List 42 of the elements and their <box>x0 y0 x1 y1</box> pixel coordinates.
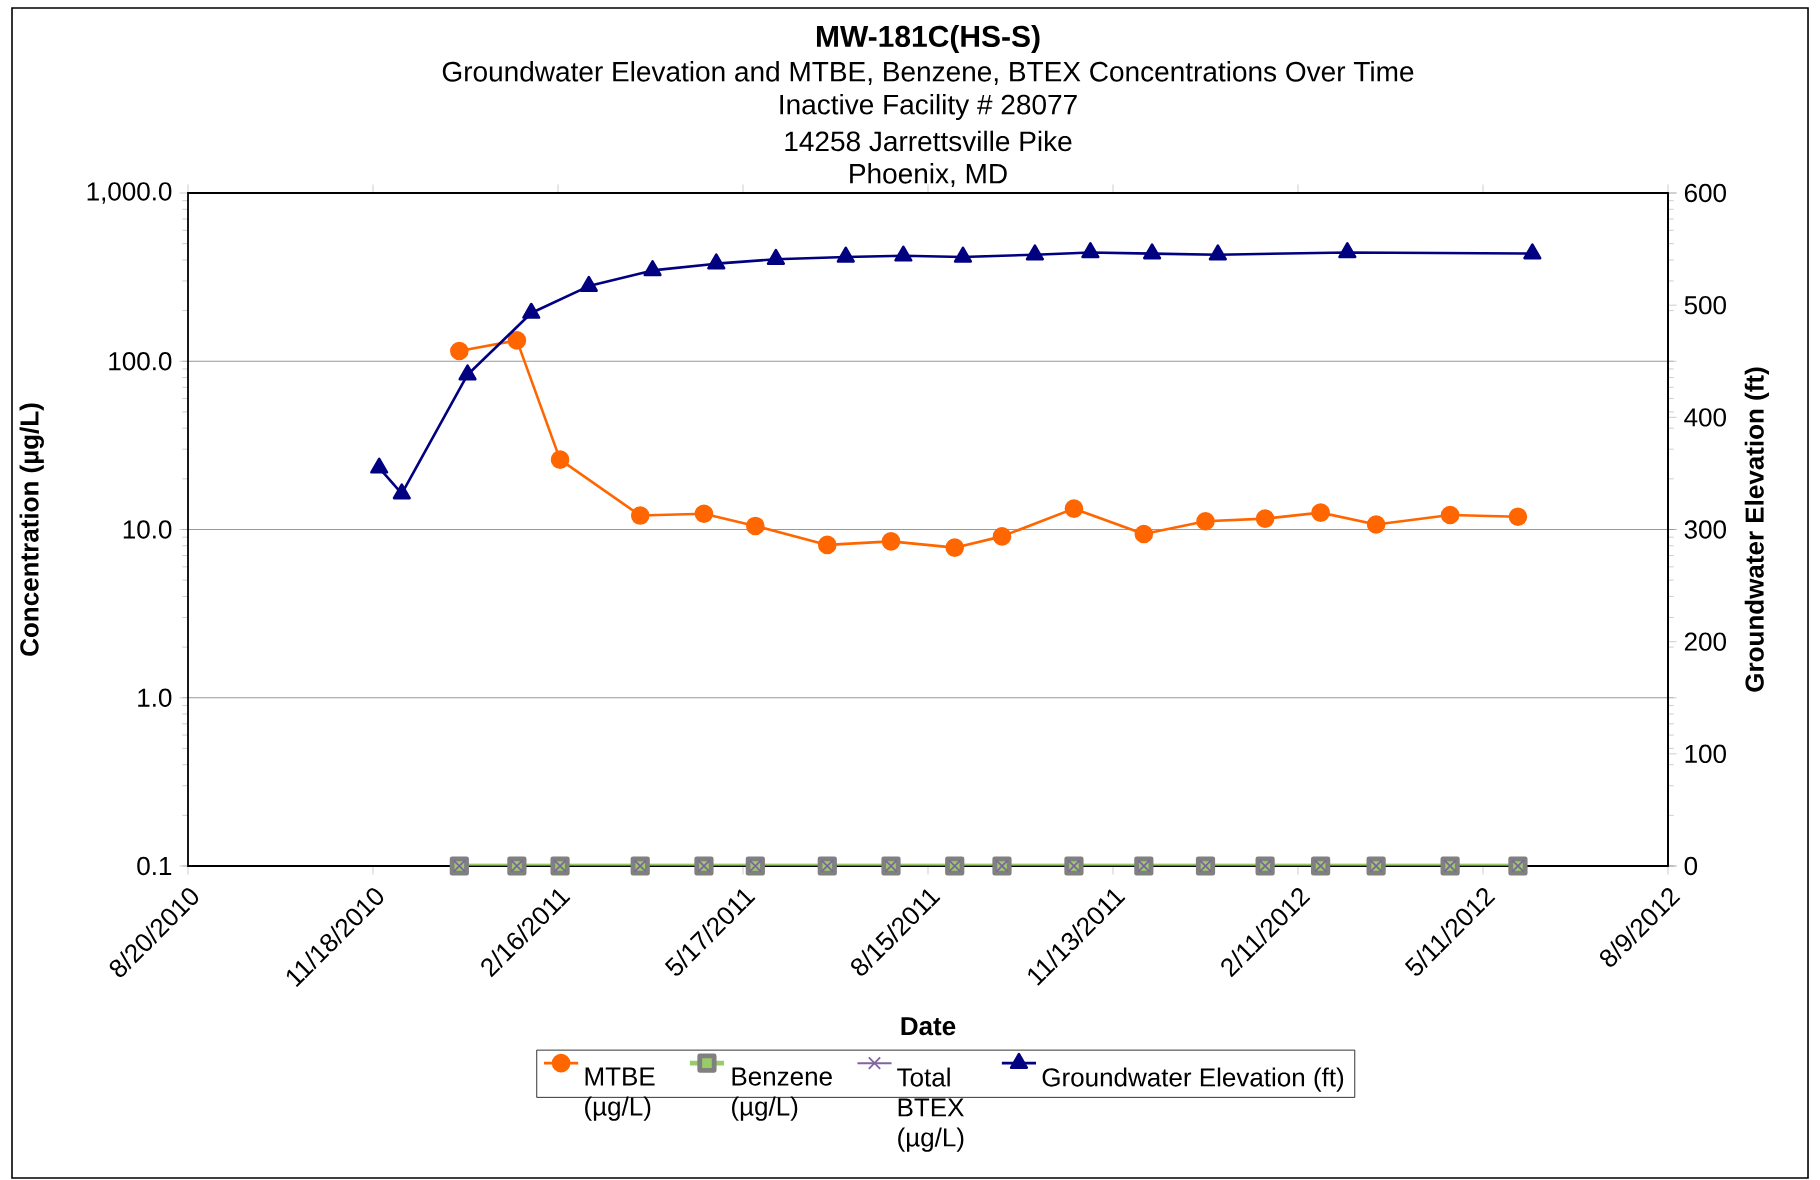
point <box>1366 515 1386 534</box>
point <box>817 535 837 555</box>
y-tick-label: 1.0 <box>138 688 172 707</box>
y2-tick-label: 300 <box>1684 520 1726 539</box>
legend-label: Total BTEX (µg/L) <box>897 1067 964 1152</box>
point <box>630 506 650 525</box>
y-axis-title: Concentration (µg/L) <box>19 403 44 656</box>
point <box>1196 511 1215 531</box>
point <box>450 341 469 361</box>
point <box>881 532 901 551</box>
point <box>1134 524 1154 544</box>
point <box>550 450 570 469</box>
point <box>945 538 965 557</box>
legend-label: MTBE (µg/L) <box>585 1067 655 1121</box>
text: 14258 Jarrettsville Pike <box>785 130 1072 152</box>
legend-label: Groundwater Elevation (ft) <box>1042 1067 1344 1092</box>
y2-tick-label: 600 <box>1684 183 1726 203</box>
chart-title: MW-181C(HS-S) <box>816 25 1040 53</box>
y2-tick-label: 0 <box>1684 856 1698 876</box>
y2-axis-title: Groundwater Elevation (ft) <box>1744 367 1769 692</box>
text: Inactive Facility # 28077 <box>780 93 1077 121</box>
chart-subtitle: Groundwater Elevation and MTBE, Benzene, BTEX Concentrations Over Time <box>442 61 1414 85</box>
y-tick-label: 1,000.0 <box>87 182 172 204</box>
point <box>1508 507 1528 527</box>
point <box>1311 503 1330 522</box>
text: Phoenix, MD <box>850 163 1007 187</box>
point <box>694 504 714 524</box>
point <box>1255 509 1275 528</box>
point <box>1440 505 1460 525</box>
y-tick-label: 10.0 <box>123 520 172 539</box>
point <box>507 331 527 350</box>
legend-label: Benzene (µg/L) <box>732 1067 832 1121</box>
y-tick-label: 0.1 <box>137 856 172 876</box>
point <box>746 516 765 536</box>
y2-tick-label: 500 <box>1684 295 1726 315</box>
y2-tick-label: 100 <box>1685 744 1726 764</box>
y-tick-label: 100.0 <box>109 352 172 371</box>
y2-tick-label: 400 <box>1684 408 1726 427</box>
y2-tick-label: 200 <box>1684 632 1726 651</box>
x-axis-title: Date <box>901 1017 956 1036</box>
point <box>992 527 1012 546</box>
point <box>1064 499 1084 518</box>
